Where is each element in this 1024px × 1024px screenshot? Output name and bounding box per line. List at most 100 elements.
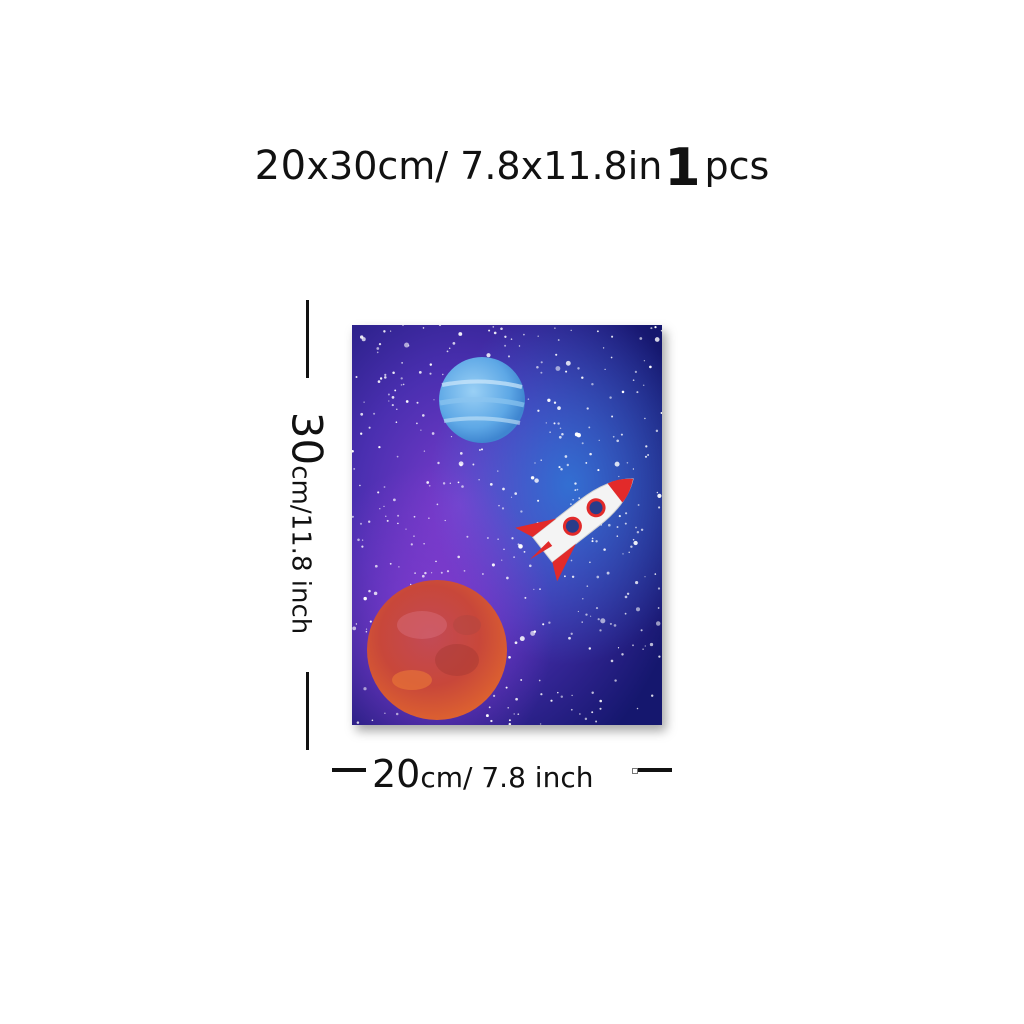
- star: [618, 515, 621, 518]
- star: [504, 344, 507, 347]
- star: [397, 522, 399, 525]
- star: [578, 497, 580, 499]
- star: [458, 332, 463, 336]
- star: [398, 566, 400, 568]
- star: [436, 503, 439, 506]
- star: [656, 491, 659, 494]
- star: [591, 382, 594, 386]
- star: [577, 367, 580, 370]
- star: [363, 687, 367, 691]
- star: [620, 433, 623, 436]
- star: [520, 679, 523, 681]
- star: [377, 491, 380, 494]
- star: [488, 329, 491, 332]
- star: [394, 389, 397, 392]
- star: [633, 540, 638, 546]
- star: [540, 693, 543, 696]
- star: [386, 519, 389, 522]
- star: [540, 371, 543, 374]
- star: [621, 390, 625, 394]
- star: [505, 686, 508, 689]
- star: [542, 623, 545, 626]
- star: [566, 463, 569, 467]
- star: [611, 335, 614, 338]
- space-artwork: [352, 325, 662, 725]
- star: [481, 573, 484, 575]
- star: [449, 482, 451, 484]
- star: [435, 560, 437, 563]
- star: [527, 398, 530, 400]
- title-pcs: pcs: [704, 144, 770, 188]
- star: [498, 504, 500, 507]
- star: [515, 697, 518, 701]
- star: [365, 628, 368, 630]
- star: [642, 648, 644, 651]
- star: [537, 335, 539, 337]
- star: [507, 706, 510, 709]
- star: [360, 412, 364, 416]
- star: [438, 325, 442, 327]
- star: [518, 345, 521, 347]
- star: [450, 436, 453, 438]
- star: [452, 342, 456, 345]
- star: [404, 342, 410, 348]
- star: [657, 587, 661, 590]
- star: [557, 691, 559, 694]
- star: [371, 719, 374, 722]
- star: [570, 329, 572, 332]
- star: [599, 707, 602, 710]
- star: [649, 642, 654, 647]
- star: [400, 377, 403, 380]
- star: [396, 408, 398, 411]
- star: [595, 720, 598, 723]
- blue-planet-icon: [439, 357, 525, 443]
- star: [655, 429, 659, 433]
- star: [540, 459, 542, 461]
- star: [654, 325, 657, 329]
- star: [378, 445, 381, 449]
- star: [561, 432, 564, 436]
- star: [458, 461, 464, 467]
- star: [501, 559, 503, 561]
- star: [649, 365, 652, 369]
- star: [581, 442, 584, 445]
- star: [508, 719, 511, 722]
- star: [357, 538, 360, 542]
- star: [643, 360, 646, 362]
- star: [508, 655, 511, 659]
- star: [548, 621, 551, 624]
- star: [530, 476, 535, 480]
- star: [523, 333, 525, 336]
- star: [650, 327, 653, 330]
- star: [635, 607, 641, 612]
- star: [640, 629, 643, 632]
- star: [534, 462, 536, 464]
- star: [626, 592, 630, 595]
- star: [384, 373, 387, 376]
- star: [565, 360, 571, 366]
- star: [463, 570, 466, 572]
- star: [602, 347, 605, 349]
- star: [373, 591, 378, 596]
- star: [489, 483, 493, 486]
- star: [510, 338, 513, 340]
- star: [538, 679, 541, 682]
- star: [559, 427, 562, 430]
- star: [581, 621, 583, 623]
- star: [428, 517, 430, 519]
- product-size-title: 20x30cm/ 7.8x11.8in1 pcs: [0, 138, 1024, 198]
- star: [645, 445, 648, 448]
- star: [504, 335, 507, 338]
- star: [422, 327, 425, 329]
- star: [560, 695, 563, 698]
- star: [363, 596, 367, 601]
- star: [420, 429, 422, 431]
- star: [658, 655, 661, 658]
- star: [550, 699, 553, 702]
- star: [609, 396, 612, 399]
- star: [444, 519, 446, 522]
- star: [642, 384, 645, 387]
- star: [651, 694, 654, 697]
- star: [492, 326, 495, 328]
- star: [589, 561, 591, 564]
